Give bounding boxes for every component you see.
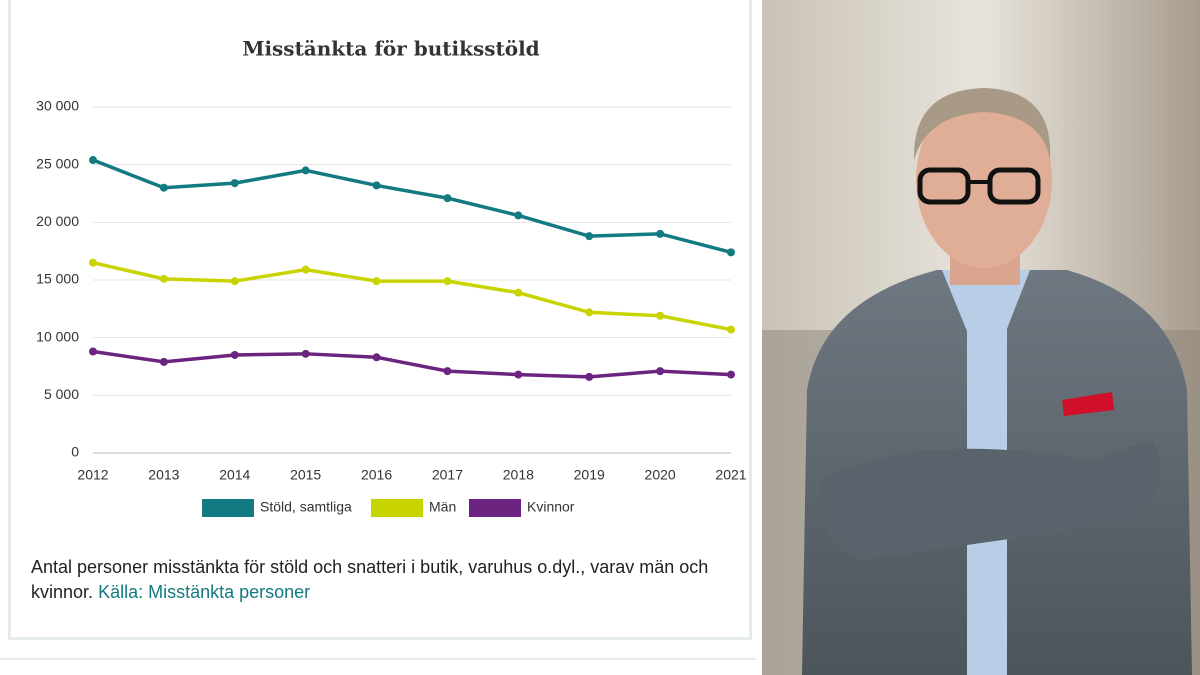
data-point	[301, 166, 310, 175]
data-point	[159, 183, 168, 192]
data-point	[656, 229, 665, 238]
data-point	[301, 265, 310, 274]
data-point	[443, 367, 452, 376]
x-tick-label: 2015	[290, 467, 321, 483]
data-point	[727, 325, 735, 334]
data-point	[514, 288, 523, 297]
data-point	[727, 248, 735, 257]
x-tick-label: 2020	[645, 467, 676, 483]
data-point	[89, 156, 97, 165]
data-point	[514, 370, 523, 379]
data-point	[89, 347, 97, 356]
legend-label: Kvinnor	[527, 499, 575, 515]
data-point	[656, 311, 665, 320]
legend-swatch	[469, 499, 521, 517]
x-tick-label: 2013	[148, 467, 179, 483]
legend-label: Män	[429, 499, 456, 515]
divider	[0, 658, 756, 660]
chart-card	[8, 0, 752, 640]
y-tick-label: 10 000	[36, 328, 79, 344]
chart: Misstänkta för butiksstöld 0 5 000 10 000 1…	[36, 37, 747, 517]
data-point	[159, 357, 168, 366]
data-point	[230, 277, 239, 286]
data-point	[301, 349, 310, 358]
data-point	[372, 353, 381, 362]
data-point	[372, 181, 381, 190]
series-line	[92, 349, 732, 379]
x-tick-label: 2021	[715, 467, 746, 483]
data-point	[230, 179, 239, 188]
data-point	[230, 350, 239, 359]
chart-title: Misstänkta för butiksstöld	[242, 37, 539, 61]
data-point	[727, 370, 735, 379]
series-line	[92, 158, 732, 255]
data-point	[514, 211, 523, 220]
data-point	[443, 194, 452, 203]
y-tick-label: 15 000	[36, 271, 79, 287]
y-tick-label: 5 000	[44, 386, 79, 402]
data-point	[159, 274, 168, 283]
legend-label: Stöld, samtliga	[260, 499, 352, 515]
data-point	[372, 277, 381, 286]
x-tick-label: 2018	[503, 467, 534, 483]
photo	[762, 0, 1200, 675]
data-point	[443, 277, 452, 286]
source-link[interactable]: Källa: Misstänkta personer	[98, 582, 311, 602]
caption-text: Antal personer misstänkta för stöld och …	[31, 557, 709, 602]
x-tick-label: 2012	[77, 467, 108, 483]
legend-swatch	[202, 499, 254, 517]
data-point	[585, 232, 594, 241]
caption: Antal personer misstänkta för stöld och …	[31, 555, 731, 605]
x-tick-label: 2019	[574, 467, 605, 483]
data-point	[89, 258, 97, 267]
x-tick-label: 2014	[219, 467, 250, 483]
y-tick-label: 30 000	[36, 98, 79, 114]
series-line	[92, 260, 732, 332]
y-tick-label: 25 000	[36, 155, 79, 171]
x-tick-label: 2016	[361, 467, 392, 483]
data-point	[656, 367, 665, 376]
data-point	[585, 372, 594, 381]
x-tick-label: 2017	[432, 467, 463, 483]
y-tick-label: 20 000	[36, 213, 79, 229]
data-point	[585, 308, 594, 317]
y-tick-label: 0	[71, 444, 79, 460]
legend-swatch	[371, 499, 423, 517]
